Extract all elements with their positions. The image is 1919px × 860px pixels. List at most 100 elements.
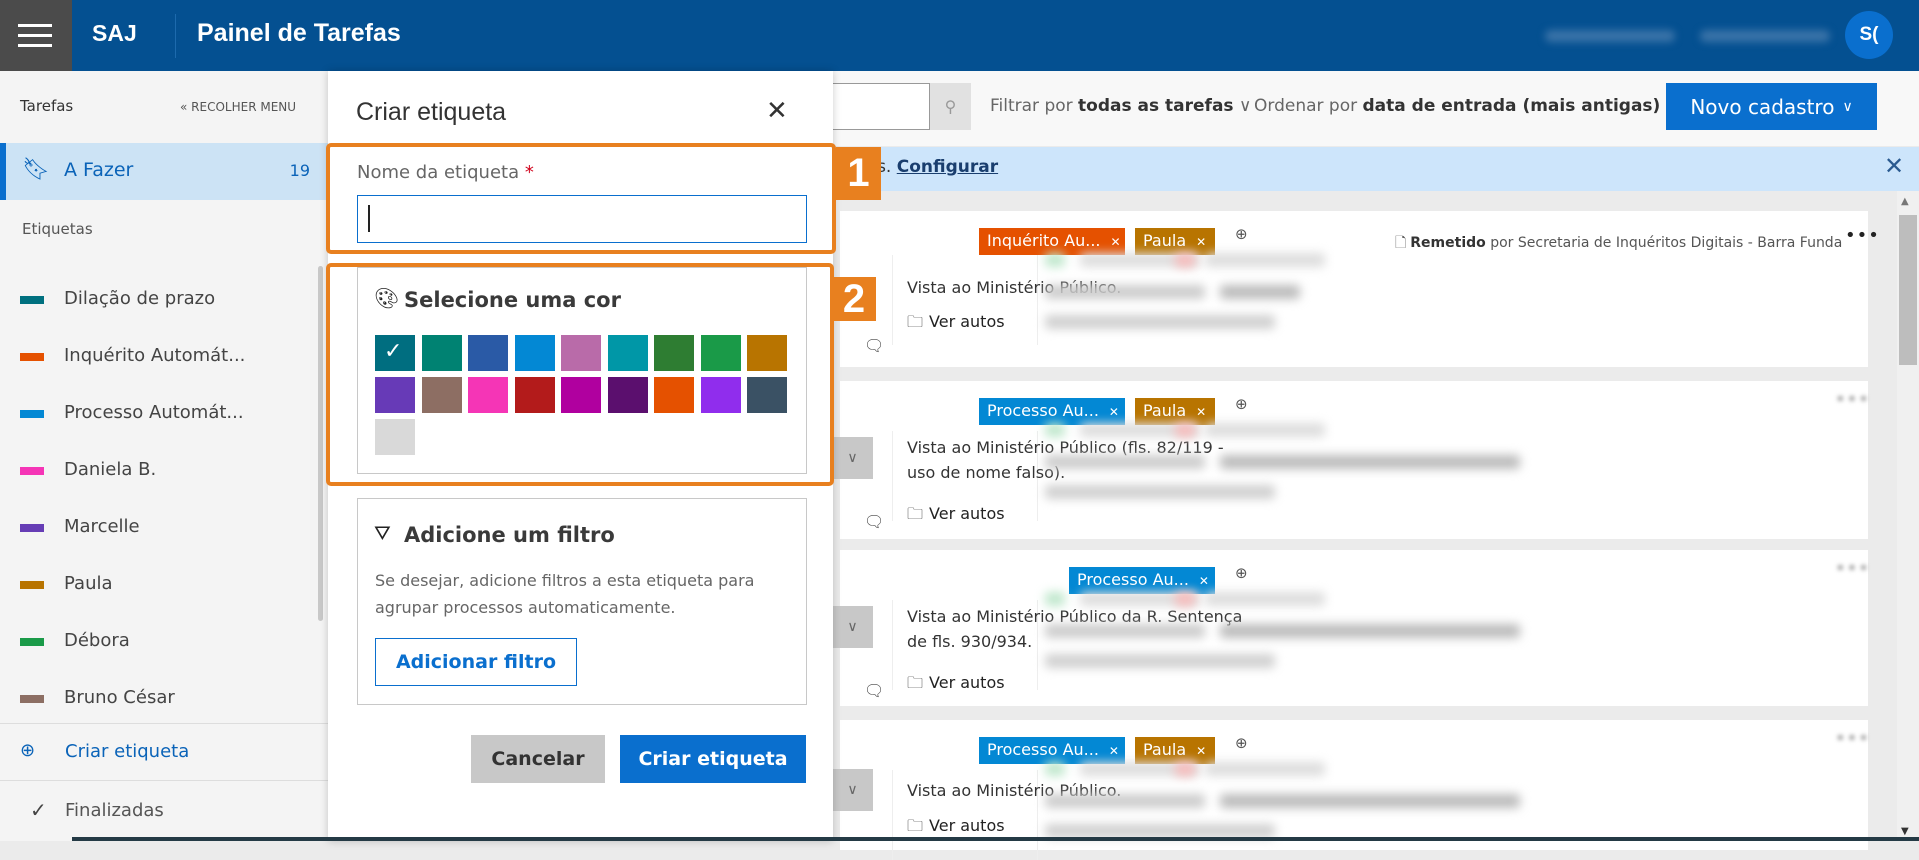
- expand-button[interactable]: ∨: [832, 769, 873, 811]
- comment-icon[interactable]: 🗨︎: [864, 336, 885, 355]
- remove-tag-icon[interactable]: ✕: [1198, 574, 1209, 588]
- search-button[interactable]: ⚲: [930, 83, 971, 130]
- bookmark-icon: 🔖︎: [22, 157, 50, 182]
- view-records-label: Ver autos: [929, 673, 1005, 692]
- remove-tag-icon[interactable]: ✕: [1196, 744, 1207, 758]
- more-options-icon[interactable]: •••: [1835, 389, 1870, 410]
- menu-button[interactable]: [0, 0, 72, 71]
- add-tag-icon[interactable]: ⊕: [1235, 734, 1248, 752]
- blurred-detail: [1045, 423, 1065, 437]
- sidebar-tag-label: Dilação de prazo: [64, 288, 216, 309]
- color-swatch[interactable]: [700, 377, 741, 413]
- scrollbar-thumb[interactable]: [1899, 215, 1917, 365]
- logo[interactable]: SAJ: [92, 20, 137, 46]
- tag-chip[interactable]: Paula ✕: [1135, 228, 1215, 255]
- create-tag-button[interactable]: Criar etiqueta: [620, 735, 806, 783]
- search-input[interactable]: [833, 83, 930, 130]
- close-icon[interactable]: ✕: [766, 96, 788, 126]
- tag-chip-label: Paula: [1143, 401, 1187, 420]
- blurred-detail: [1045, 654, 1275, 668]
- color-swatch[interactable]: [514, 335, 555, 371]
- sidebar-tag-item[interactable]: Daniela B.: [0, 453, 320, 493]
- color-swatch[interactable]: [375, 419, 415, 455]
- sidebar-tag-item[interactable]: Bruno César: [0, 681, 320, 721]
- color-swatch[interactable]: [421, 377, 462, 413]
- scroll-up-icon[interactable]: ▲: [1901, 196, 1909, 207]
- order-value: data de entrada (mais antigas): [1362, 96, 1661, 116]
- view-records-link[interactable]: 🗀 Ver autos: [907, 311, 1005, 338]
- remove-tag-icon[interactable]: ✕: [1108, 405, 1119, 419]
- color-swatch[interactable]: [607, 377, 648, 413]
- color-swatch[interactable]: [561, 377, 601, 413]
- add-tag-icon[interactable]: ⊕: [1235, 564, 1248, 582]
- close-icon[interactable]: ✕: [1884, 152, 1905, 180]
- create-tag-label: Criar etiqueta: [65, 741, 190, 762]
- remove-tag-icon[interactable]: ✕: [1196, 405, 1207, 419]
- cancel-button[interactable]: Cancelar: [471, 735, 605, 783]
- collapse-label: RECOLHER MENU: [191, 100, 297, 114]
- view-records-link[interactable]: 🗀 Ver autos: [907, 672, 1005, 699]
- expand-button[interactable]: ∨: [832, 437, 873, 479]
- tag-chip[interactable]: Processo Au... ✕: [979, 737, 1125, 764]
- color-swatch[interactable]: [468, 377, 508, 413]
- tag-chip[interactable]: Paula ✕: [1135, 398, 1215, 425]
- sidebar-item-finalizadas[interactable]: ✓ Finalizadas: [0, 782, 330, 841]
- expand-button[interactable]: ∨: [832, 606, 873, 648]
- add-tag-icon[interactable]: ⊕: [1235, 225, 1248, 243]
- sidebar-tag-item[interactable]: Dilação de prazo: [0, 282, 320, 322]
- color-swatch[interactable]: [607, 335, 648, 371]
- comment-icon[interactable]: 🗨︎: [864, 681, 885, 700]
- add-tag-icon[interactable]: ⊕: [1235, 395, 1248, 413]
- sidebar-tag-item[interactable]: Inquérito Automát...: [0, 339, 320, 379]
- filter-dropdown[interactable]: Filtrar por todas as tarefas ∨: [990, 96, 1251, 116]
- sidebar-tag-item[interactable]: Marcelle: [0, 510, 320, 550]
- sidebar-tag-item[interactable]: Processo Automát...: [0, 396, 320, 436]
- tag-name-input[interactable]: [357, 195, 807, 243]
- new-record-button[interactable]: Novo cadastro ∨: [1666, 83, 1877, 130]
- view-records-label: Ver autos: [929, 504, 1005, 523]
- color-swatch[interactable]: [747, 377, 787, 413]
- add-filter-button[interactable]: Adicionar filtro: [375, 638, 577, 686]
- collapse-menu-button[interactable]: « RECOLHER MENU: [180, 100, 296, 114]
- user-info-blurred: [1700, 30, 1830, 42]
- color-swatch[interactable]: [375, 377, 415, 413]
- color-swatch[interactable]: [747, 335, 787, 371]
- view-records-link[interactable]: 🗀 Ver autos: [907, 503, 1005, 530]
- color-swatch[interactable]: [654, 377, 694, 413]
- view-records-link[interactable]: 🗀 Ver autos: [907, 815, 1005, 842]
- color-swatch[interactable]: [561, 335, 601, 371]
- create-tag-sidebar-button[interactable]: ⊕ Criar etiqueta: [0, 723, 330, 781]
- filter-prefix: Filtrar por: [990, 96, 1073, 116]
- hamburger-icon: [18, 24, 52, 27]
- order-dropdown[interactable]: Ordenar por data de entrada (mais antiga…: [1254, 96, 1678, 116]
- configure-link[interactable]: Configurar: [896, 157, 999, 177]
- sidebar-scrollbar[interactable]: [318, 266, 323, 621]
- scroll-down-icon[interactable]: ▼: [1901, 826, 1909, 837]
- sidebar-tag-item[interactable]: Paula: [0, 567, 320, 607]
- chevron-down-icon: ∨: [847, 782, 858, 798]
- comment-icon[interactable]: 🗨︎: [864, 512, 885, 531]
- more-options-icon[interactable]: •••: [1835, 558, 1870, 579]
- sidebar-tag-item[interactable]: Débora: [0, 624, 320, 664]
- tag-chip[interactable]: Processo Au... ✕: [979, 398, 1125, 425]
- tag-color-swatch: [20, 296, 44, 304]
- color-swatch[interactable]: [700, 335, 741, 371]
- color-swatch[interactable]: [514, 377, 555, 413]
- color-swatch[interactable]: [654, 335, 694, 371]
- count-badge: 19: [289, 161, 310, 180]
- tag-chip[interactable]: Inquérito Au... ✕: [979, 228, 1125, 255]
- color-swatch[interactable]: ✓: [375, 335, 415, 371]
- remove-tag-icon[interactable]: ✕: [1110, 235, 1121, 249]
- remove-tag-icon[interactable]: ✕: [1108, 744, 1119, 758]
- remove-tag-icon[interactable]: ✕: [1196, 235, 1207, 249]
- avatar[interactable]: S(: [1845, 11, 1893, 59]
- color-swatch[interactable]: [468, 335, 508, 371]
- more-options-icon[interactable]: •••: [1835, 728, 1870, 749]
- divider: [892, 431, 893, 521]
- tag-chip[interactable]: Processo Au... ✕: [1069, 567, 1215, 594]
- sidebar-item-a-fazer[interactable]: 🔖︎ A Fazer 19: [0, 143, 330, 200]
- tag-chip[interactable]: Paula ✕: [1135, 737, 1215, 764]
- more-options-icon[interactable]: •••: [1845, 225, 1880, 246]
- task-description: Vista ao Ministério Público da R. Senten…: [907, 607, 1243, 651]
- color-swatch[interactable]: [421, 335, 462, 371]
